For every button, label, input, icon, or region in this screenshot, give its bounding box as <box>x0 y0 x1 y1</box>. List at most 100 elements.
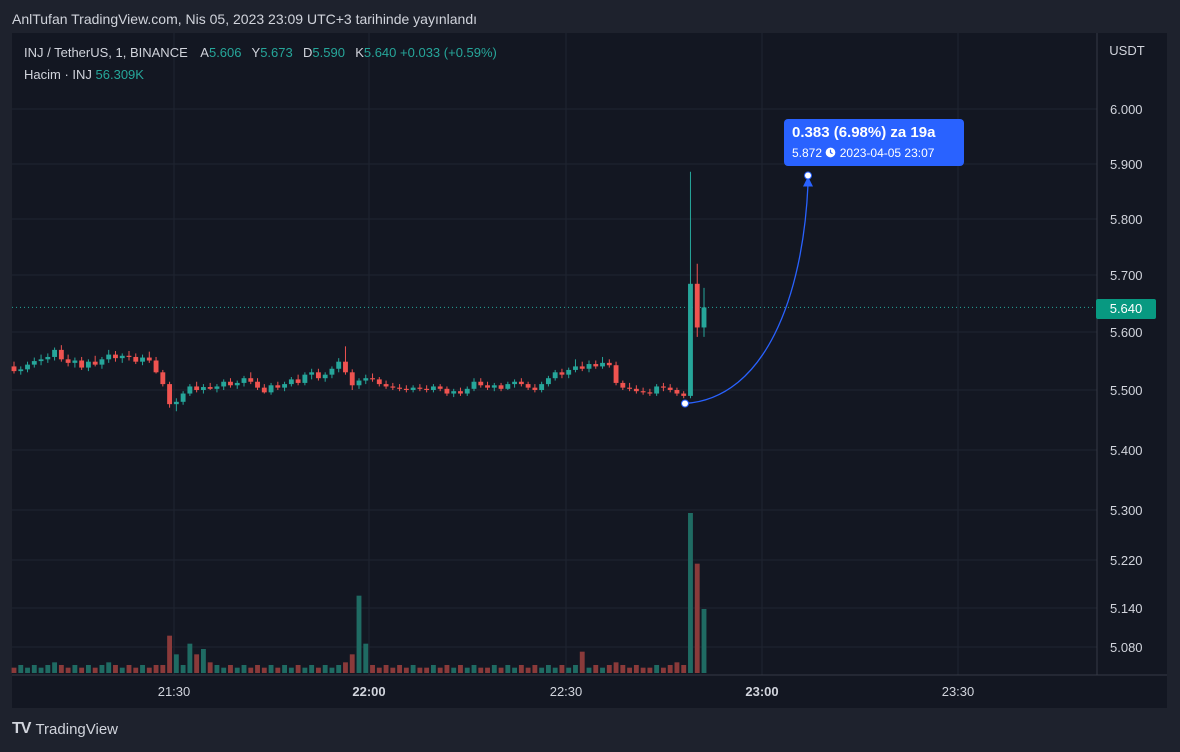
candle-body <box>356 380 362 386</box>
volume-bar <box>674 662 680 673</box>
volume-bar <box>126 665 132 673</box>
volume-bar <box>221 667 227 673</box>
candle-body <box>214 386 220 389</box>
measure-arrowhead <box>803 176 813 187</box>
candle-body <box>430 386 436 390</box>
candle-body <box>471 381 477 389</box>
volume-bar <box>214 665 220 673</box>
candle-body <box>417 387 423 389</box>
volume-bar <box>552 667 558 673</box>
candle-body <box>606 362 612 366</box>
candle-body <box>113 354 118 359</box>
candle-body <box>694 283 700 328</box>
candle-body <box>424 388 430 390</box>
gridlines <box>12 33 1097 675</box>
candle-body <box>268 385 274 393</box>
volume-bar <box>315 667 321 673</box>
volume-bar <box>268 665 274 673</box>
symbol-title[interactable]: INJ / TetherUS, 1, BINANCE <box>24 45 188 60</box>
candle-body <box>99 359 105 365</box>
candle-body <box>512 381 518 385</box>
volume-bar <box>248 667 254 673</box>
volume-bar <box>200 649 206 673</box>
candle-body <box>25 364 30 370</box>
candle-body <box>539 384 545 390</box>
candle-body <box>660 386 666 388</box>
candle-body <box>11 366 17 372</box>
volume-bar <box>343 662 348 673</box>
candle-body <box>248 378 254 382</box>
candle-body <box>288 379 294 385</box>
volume-bar <box>255 665 260 673</box>
candle-body <box>573 366 578 370</box>
clock-icon <box>826 147 836 158</box>
volume-label[interactable]: Hacim · INJ <box>24 67 92 82</box>
candle-body <box>315 372 321 379</box>
candle-body <box>343 361 348 373</box>
measure-callout[interactable]: 0.383 (6.98%) za 19a 5.872 2023-04-05 23… <box>784 119 964 166</box>
y-tick-label: 5.080 <box>1110 640 1143 655</box>
candle-body <box>654 386 660 394</box>
volume-bar <box>18 665 24 673</box>
volume-bar <box>573 665 578 673</box>
ohlc-legend: INJ / TetherUS, 1, BINANCE A5.606 Y5.673… <box>24 45 497 60</box>
volume-bar <box>261 667 267 673</box>
volume-bar <box>417 667 423 673</box>
candle-body <box>329 368 335 375</box>
candle-body <box>106 354 112 360</box>
volume-bar <box>11 667 17 673</box>
candle-body <box>437 386 443 389</box>
candle-body <box>336 361 342 369</box>
volume-bars <box>11 513 707 673</box>
volume-bar <box>403 667 409 673</box>
candle-body <box>349 372 355 386</box>
candle-body <box>194 386 200 390</box>
candle-body <box>579 366 585 369</box>
y-tick-label: 5.900 <box>1110 157 1143 172</box>
volume-bar <box>85 665 91 673</box>
measure-price: 5.872 <box>792 146 823 160</box>
volume-bar <box>309 665 315 673</box>
candle-body <box>31 361 37 365</box>
candle-body <box>119 355 125 359</box>
volume-bar <box>600 667 605 673</box>
volume-bar <box>288 667 294 673</box>
volume-bar <box>65 667 71 673</box>
candle-body <box>688 283 693 396</box>
candle-body <box>701 307 707 328</box>
candle-body <box>18 369 24 372</box>
volume-bar <box>633 665 639 673</box>
volume-bar <box>228 665 233 673</box>
candle-body <box>72 360 78 363</box>
volume-bar <box>424 667 430 673</box>
volume-bar <box>322 665 328 673</box>
volume-bar <box>52 662 58 673</box>
volume-bar <box>451 667 457 673</box>
y-tick-label: 5.600 <box>1110 325 1143 340</box>
tradingview-brand[interactable]: TV TradingView <box>12 720 118 738</box>
y-tick-label: 5.500 <box>1110 383 1143 398</box>
candle-body <box>518 381 524 385</box>
volume-bar <box>302 667 308 673</box>
x-tick-label: 22:30 <box>550 684 583 699</box>
candle-body <box>532 387 538 390</box>
volume-bar <box>140 665 145 673</box>
candle-body <box>403 388 409 390</box>
candle-body <box>140 357 145 362</box>
volume-bar <box>654 665 660 673</box>
candle-body <box>593 364 599 367</box>
volume-bar <box>647 667 653 673</box>
open-value: 5.606 <box>208 45 242 60</box>
volume-bar <box>194 654 200 673</box>
candle-body <box>187 386 193 394</box>
volume-bar <box>38 667 44 673</box>
volume-bar <box>173 654 179 673</box>
volume-bar <box>390 667 396 673</box>
candle-body <box>180 393 186 402</box>
candle-body <box>586 364 592 369</box>
candle-body <box>241 378 247 383</box>
candle-body <box>58 349 64 360</box>
measure-end-point <box>804 171 812 180</box>
y-tick-label: 5.800 <box>1110 212 1143 227</box>
